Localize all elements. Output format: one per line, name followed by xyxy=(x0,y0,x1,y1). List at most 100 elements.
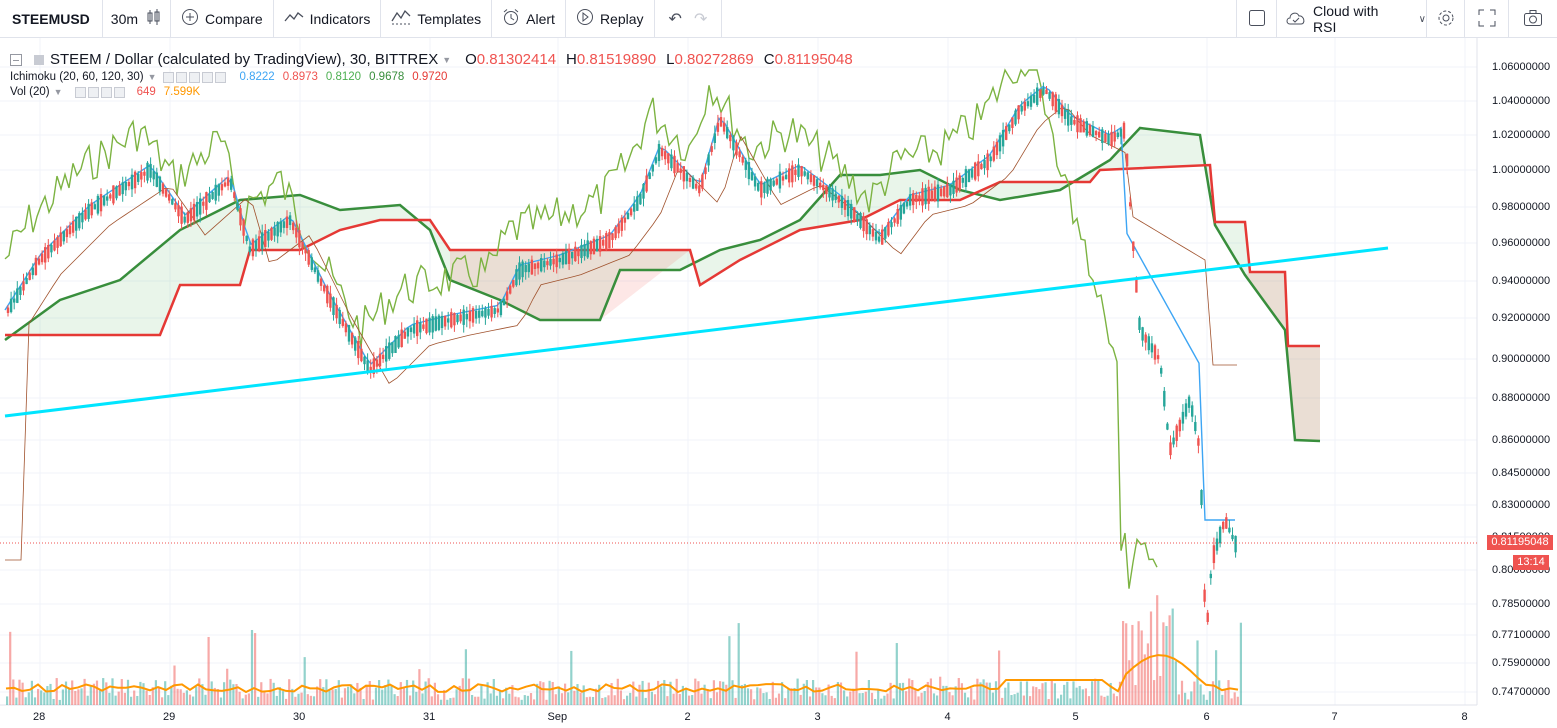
volume-bar xyxy=(790,688,793,705)
fullscreen-square-button[interactable] xyxy=(1236,0,1276,38)
volume-bar xyxy=(951,695,954,705)
ichimoku-caret-icon[interactable]: ▼ xyxy=(147,72,157,82)
candle xyxy=(924,187,927,205)
candle xyxy=(750,171,754,181)
candle xyxy=(62,231,65,242)
indicators-button[interactable]: Indicators xyxy=(274,0,382,38)
candle xyxy=(1141,327,1144,341)
candle xyxy=(1129,202,1132,207)
candle xyxy=(465,313,468,320)
volume-caret-icon[interactable]: ▼ xyxy=(53,87,63,97)
candle xyxy=(1110,131,1113,146)
candle xyxy=(853,207,856,222)
volume-bar xyxy=(216,689,219,705)
volume-bar xyxy=(192,696,195,705)
volume-bar xyxy=(1010,694,1013,705)
templates-button[interactable]: Templates xyxy=(381,0,493,38)
compare-label: Compare xyxy=(205,10,263,27)
fullscreen-button[interactable] xyxy=(1464,0,1508,38)
volume-bar xyxy=(136,695,139,705)
symbol-search-button[interactable]: STEEMUSD xyxy=(0,0,103,38)
candle xyxy=(37,258,41,265)
volume-bar xyxy=(632,681,635,705)
candle xyxy=(478,310,481,318)
price-chart[interactable] xyxy=(0,38,1557,728)
span-a-line xyxy=(4,126,1321,443)
volume-bar xyxy=(95,680,99,705)
candle xyxy=(87,203,90,219)
candle xyxy=(1228,527,1231,533)
trendline xyxy=(4,246,1389,418)
ichimoku-legend[interactable]: Ichimoku (20, 60, 120, 30) ▼ 0.8222 0.897… xyxy=(10,71,853,83)
candle xyxy=(44,247,47,263)
alert-button[interactable]: Alert xyxy=(492,0,566,38)
volume-bar xyxy=(260,682,263,705)
volume-bar xyxy=(895,643,898,705)
volume-bar xyxy=(672,693,675,705)
price-tick-label: 0.77100000 xyxy=(1492,629,1551,641)
volume-bar xyxy=(932,693,936,705)
volume-controls[interactable] xyxy=(74,86,125,98)
volume-legend[interactable]: Vol (20) ▼ 649 7.599K xyxy=(10,86,853,98)
layout-button[interactable]: Cloud with RSI ∨ xyxy=(1276,0,1426,38)
price-tick-label: 0.96000000 xyxy=(1492,237,1551,249)
volume-bar xyxy=(1050,680,1053,705)
volume-bar xyxy=(650,691,653,705)
candle xyxy=(1026,101,1030,107)
candle xyxy=(1032,94,1036,103)
candle xyxy=(1135,277,1138,293)
volume-bar xyxy=(365,685,368,705)
replay-button[interactable]: Replay xyxy=(566,0,655,38)
candle xyxy=(1218,526,1222,544)
candle xyxy=(313,267,317,273)
candle xyxy=(369,366,372,372)
candle xyxy=(434,316,437,331)
candle xyxy=(251,239,255,257)
volume-bar xyxy=(471,694,474,705)
volume-bar xyxy=(33,697,37,705)
interval-button[interactable]: 30m xyxy=(103,0,172,38)
ichimoku-lines xyxy=(4,68,1321,589)
undo-icon[interactable]: ↶ xyxy=(668,10,682,28)
candle xyxy=(915,194,918,202)
price-tick-label: 0.94000000 xyxy=(1492,275,1551,287)
candle xyxy=(257,236,261,251)
candle xyxy=(202,201,205,206)
candle xyxy=(1119,128,1123,137)
collapse-legend-icon[interactable] xyxy=(10,53,22,66)
volume-bar xyxy=(164,681,167,705)
candle xyxy=(1020,105,1023,112)
volume-bar xyxy=(285,698,288,705)
candle xyxy=(326,285,329,304)
candle xyxy=(496,308,499,313)
volume-bar xyxy=(1103,696,1106,705)
series-menu-caret-icon[interactable]: ▼ xyxy=(442,54,452,65)
compare-button[interactable]: Compare xyxy=(171,0,274,38)
volume-bar xyxy=(1041,683,1044,705)
volume-bar xyxy=(787,688,790,705)
volume-bar xyxy=(1208,691,1211,705)
volume-bar xyxy=(281,691,285,705)
candle xyxy=(1085,121,1088,136)
volume-bar xyxy=(1196,640,1199,705)
candle xyxy=(199,198,202,215)
volume-bar xyxy=(1230,698,1233,705)
candle xyxy=(865,219,868,235)
candle xyxy=(350,332,354,345)
candle xyxy=(577,249,580,257)
candle xyxy=(605,233,608,250)
candle xyxy=(115,186,118,199)
volume-bar xyxy=(1001,697,1004,705)
candle xyxy=(1091,125,1095,138)
volume-value: 649 xyxy=(136,86,156,98)
snapshot-button[interactable] xyxy=(1508,0,1557,38)
volume-bar xyxy=(139,681,142,705)
redo-icon[interactable]: ↷ xyxy=(693,10,708,28)
candle xyxy=(567,248,571,264)
volume-bar xyxy=(1094,678,1097,705)
candle xyxy=(707,154,710,166)
volume-bar xyxy=(402,687,405,705)
settings-button[interactable] xyxy=(1426,0,1464,38)
volume-bar xyxy=(201,684,204,705)
ichimoku-controls[interactable] xyxy=(162,71,226,83)
